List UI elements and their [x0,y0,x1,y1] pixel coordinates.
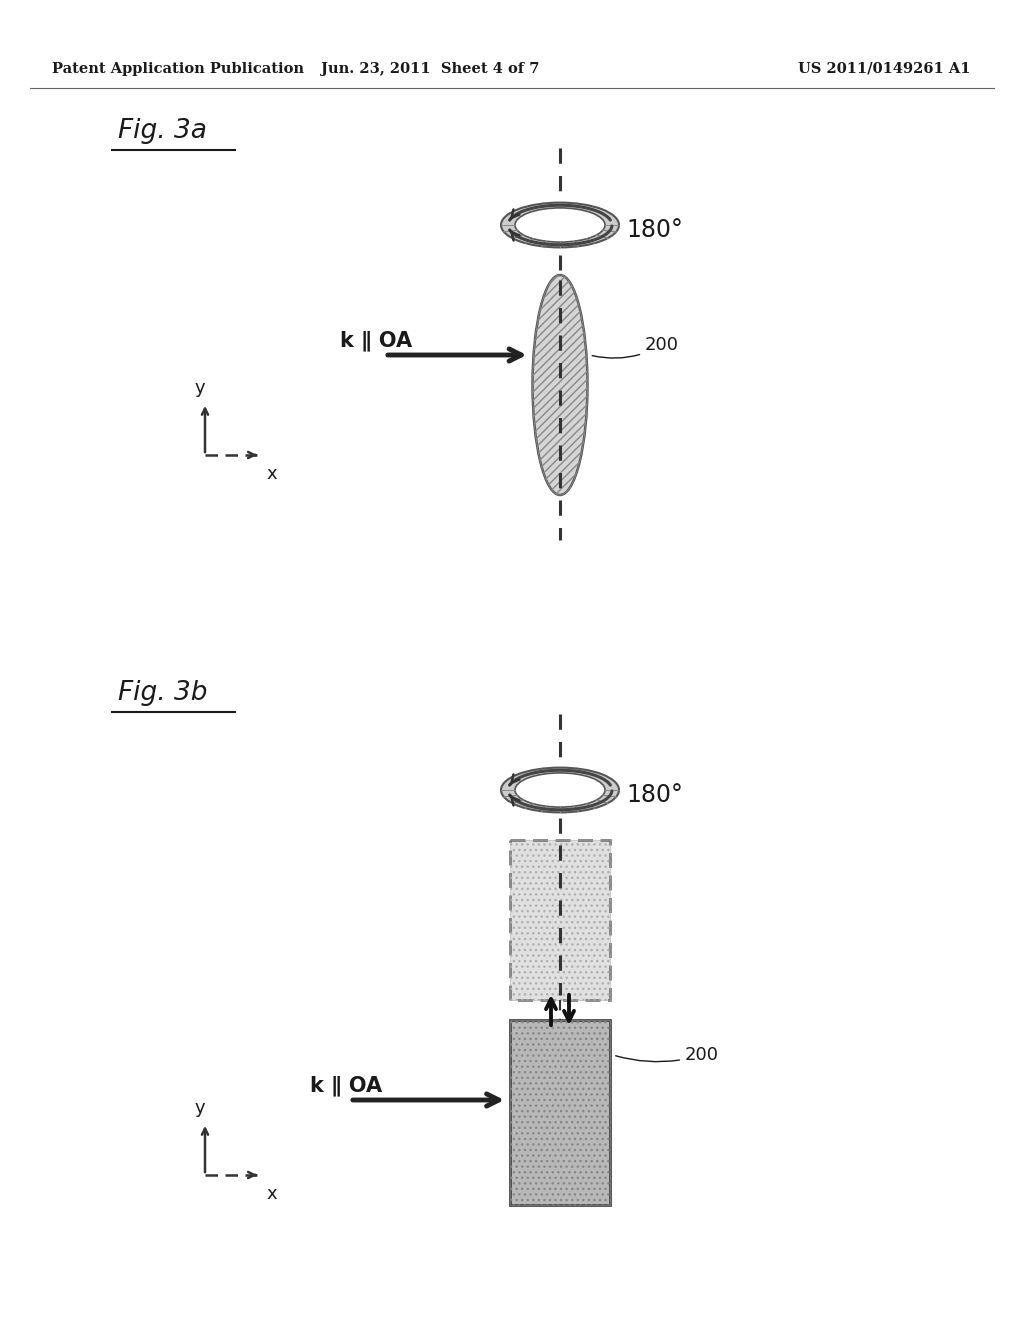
Text: Fig. 3b: Fig. 3b [118,680,208,706]
Text: x: x [266,1185,276,1203]
Text: Jun. 23, 2011  Sheet 4 of 7: Jun. 23, 2011 Sheet 4 of 7 [321,62,540,77]
Ellipse shape [515,209,605,242]
Bar [510,1020,610,1205]
Ellipse shape [501,202,618,247]
Ellipse shape [532,275,588,495]
Text: Patent Application Publication: Patent Application Publication [52,62,304,77]
Text: 180°: 180° [626,783,683,807]
Text: US 2011/0149261 A1: US 2011/0149261 A1 [798,62,970,77]
Bar [510,1020,610,1205]
Text: y: y [195,1100,206,1117]
Text: k ∥ OA: k ∥ OA [340,330,412,351]
Bar [510,840,610,1001]
Text: y: y [195,379,206,397]
Ellipse shape [501,768,618,812]
Bar [510,840,610,1001]
Text: 200: 200 [615,1045,719,1064]
Text: k ∥ OA: k ∥ OA [310,1074,382,1096]
Text: 180°: 180° [626,218,683,242]
Text: x: x [266,465,276,483]
Ellipse shape [515,774,605,807]
Text: Fig. 3a: Fig. 3a [118,117,207,144]
Text: 200: 200 [592,337,679,358]
